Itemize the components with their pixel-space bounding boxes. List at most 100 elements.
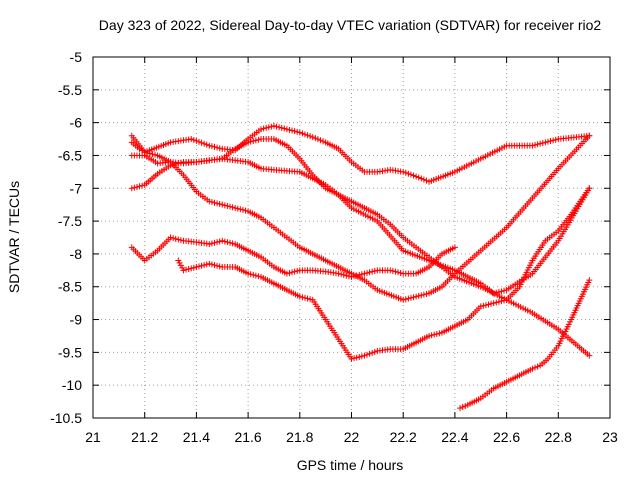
data-point	[400, 168, 407, 175]
data-point	[351, 273, 358, 280]
data-point	[436, 330, 443, 337]
plot-border	[92, 56, 611, 419]
data-point	[369, 349, 376, 356]
data-point	[206, 241, 213, 248]
data-point	[229, 204, 236, 211]
data-point	[304, 132, 311, 139]
series-track-4	[128, 139, 593, 359]
data-point	[395, 269, 402, 276]
data-point	[242, 207, 249, 214]
x-tick-label: 21.6	[234, 429, 261, 445]
data-point	[219, 237, 226, 244]
data-point	[286, 269, 293, 276]
data-point	[405, 170, 412, 177]
data-point	[498, 298, 505, 305]
data-point	[529, 365, 536, 372]
series-track-1	[128, 122, 593, 185]
data-point	[206, 198, 213, 205]
data-point	[296, 129, 303, 136]
data-point	[250, 138, 257, 145]
data-point	[389, 267, 396, 274]
data-point	[307, 296, 314, 303]
data-point	[433, 330, 440, 337]
data-point	[260, 125, 267, 132]
data-point	[400, 296, 407, 303]
data-point	[397, 269, 404, 276]
data-point	[133, 183, 140, 190]
data-point	[206, 142, 213, 149]
data-point	[361, 270, 368, 277]
data-point	[229, 240, 236, 247]
y-tick-label: -9.5	[58, 344, 82, 360]
data-point	[201, 140, 208, 147]
data-point	[413, 173, 420, 180]
data-point	[289, 269, 296, 276]
data-point	[211, 199, 218, 206]
data-point	[428, 332, 435, 339]
data-point	[273, 123, 280, 130]
data-point	[291, 268, 298, 275]
data-point	[490, 300, 497, 307]
data-point	[301, 131, 308, 138]
data-point	[198, 139, 205, 146]
data-point	[418, 175, 425, 182]
data-point	[335, 270, 342, 277]
data-point	[423, 290, 430, 297]
data-point	[495, 288, 502, 295]
data-point	[214, 262, 221, 269]
y-tick-label: -5	[70, 49, 83, 65]
data-point	[144, 149, 151, 156]
y-tick-labels: -5 -5.5 -6 -6.5 -7 -7.5 -8 -8.5 -9 -9.5 -10 -10.5	[50, 49, 82, 426]
data-point	[283, 270, 290, 277]
series-track-3	[128, 136, 593, 297]
data-point	[418, 292, 425, 299]
x-tick-label: 23	[602, 429, 618, 445]
data-point	[304, 295, 311, 302]
data-point	[493, 299, 500, 306]
data-point	[407, 294, 414, 301]
x-axis-label: GPS time / hours	[297, 457, 404, 473]
series-track-5	[128, 234, 458, 280]
data-point	[482, 302, 489, 309]
data-point	[317, 137, 324, 144]
y-tick-label: -8.5	[58, 279, 82, 295]
data-point	[299, 294, 306, 301]
data-point	[459, 404, 466, 411]
data-point	[402, 169, 409, 176]
series-track-6	[175, 185, 593, 362]
data-point	[462, 402, 469, 409]
data-point	[170, 235, 177, 242]
data-point	[175, 236, 182, 243]
data-point	[431, 331, 438, 338]
data-point	[206, 260, 213, 267]
y-tick-label: -8	[70, 246, 83, 262]
data-point	[234, 205, 241, 212]
data-point	[366, 269, 373, 276]
data-point	[299, 130, 306, 137]
data-point	[547, 138, 554, 145]
data-point	[221, 202, 228, 209]
y-tick-label: -7.5	[58, 213, 82, 229]
data-point	[252, 272, 259, 279]
data-point	[193, 137, 200, 144]
data-point	[294, 267, 301, 274]
data-point	[387, 267, 394, 274]
x-tick-label: 22.4	[441, 429, 468, 445]
data-point	[250, 271, 257, 278]
data-point	[369, 268, 376, 275]
data-point	[356, 271, 363, 278]
y-tick-label: -10.5	[50, 410, 82, 426]
data-point	[216, 263, 223, 270]
data-point	[353, 272, 360, 279]
data-point	[188, 265, 195, 272]
data-point	[224, 239, 231, 246]
data-point	[312, 135, 319, 142]
data-point	[198, 262, 205, 269]
data-point	[348, 273, 355, 280]
data-point	[534, 363, 541, 370]
data-point	[358, 353, 365, 360]
data-point	[219, 201, 226, 208]
data-point	[268, 123, 275, 130]
data-point	[356, 353, 363, 360]
data-point	[152, 151, 159, 158]
